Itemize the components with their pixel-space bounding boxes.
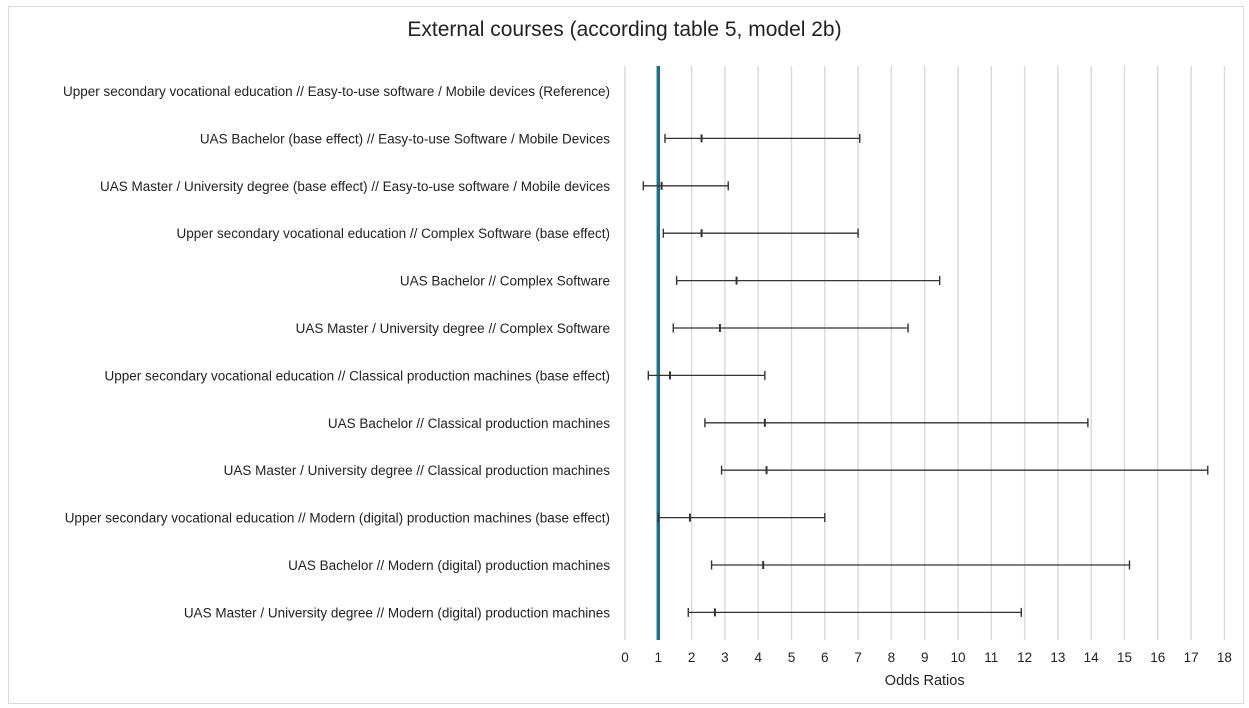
category-label: UAS Master / University degree // Classi…: [224, 463, 611, 478]
chart-frame: [8, 6, 1244, 704]
x-tick-label: 5: [788, 650, 796, 665]
category-label: Upper secondary vocational education // …: [63, 84, 610, 99]
x-tick-label: 17: [1184, 650, 1199, 665]
category-label: UAS Bachelor // Modern (digital) product…: [288, 558, 610, 573]
x-tick-label: 18: [1217, 650, 1232, 665]
x-tick-label: 3: [721, 650, 729, 665]
x-tick-label: 14: [1084, 650, 1100, 665]
category-label: Upper secondary vocational education // …: [65, 511, 610, 526]
ci-bars: [642, 133, 1209, 617]
x-tick-label: 7: [854, 650, 862, 665]
category-label: UAS Master / University degree // Comple…: [296, 321, 610, 336]
category-label: UAS Bachelor // Complex Software: [400, 274, 610, 289]
category-label: Upper secondary vocational education // …: [104, 368, 610, 383]
x-tick-label: 8: [888, 650, 896, 665]
category-label: UAS Bachelor // Classical production mac…: [328, 416, 610, 431]
x-tick-label: 4: [754, 650, 762, 665]
x-tick-label: 16: [1150, 650, 1165, 665]
x-axis-title: Odds Ratios: [885, 673, 965, 689]
x-tick-labels: 0 1 2 3 4 5 6 7 8 9 10 11 12 13 14 15 16 17 18: [621, 650, 1232, 665]
category-labels: Upper secondary vocational education // …: [63, 84, 610, 620]
x-tick-label: 2: [688, 650, 696, 665]
x-tick-label: 10: [950, 650, 965, 665]
category-label: UAS Master / University degree (base eff…: [100, 179, 610, 194]
x-tick-label: 15: [1117, 650, 1132, 665]
category-label: Upper secondary vocational education // …: [177, 226, 610, 241]
category-label: UAS Master / University degree // Modern…: [184, 605, 610, 620]
x-tick-label: 13: [1050, 650, 1065, 665]
x-tick-label: 6: [821, 650, 829, 665]
gridlines: [624, 66, 1226, 640]
category-label: UAS Bachelor (base effect) // Easy-to-us…: [200, 131, 610, 146]
x-tick-label: 11: [984, 650, 998, 665]
x-tick-label: 1: [655, 650, 663, 665]
x-tick-label: 12: [1017, 650, 1032, 665]
chart-title: External courses (according table 5, mod…: [407, 18, 842, 41]
x-tick-label: 9: [921, 650, 929, 665]
x-tick-label: 0: [621, 650, 629, 665]
